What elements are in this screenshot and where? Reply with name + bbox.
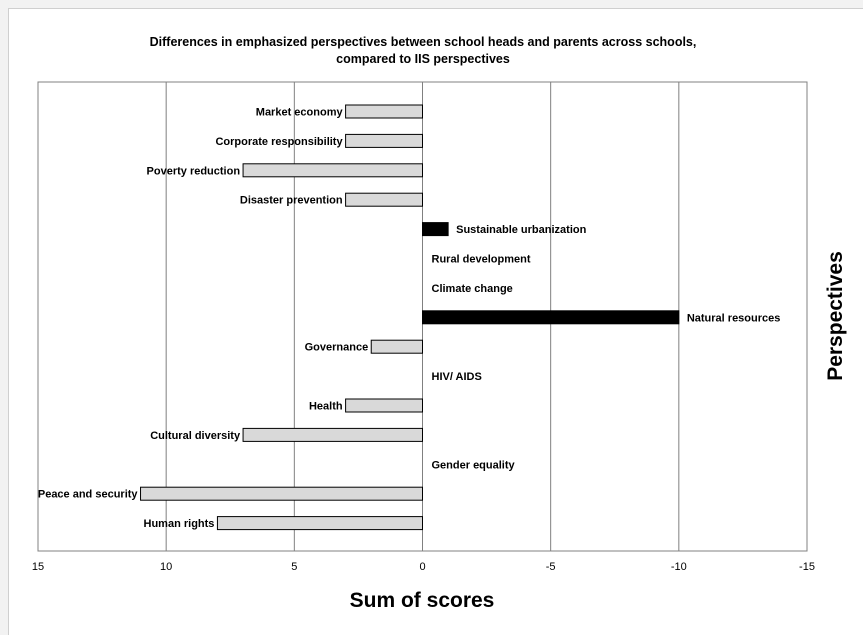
x-tick-labels: 15 10 5 0 -5 -10 -15 xyxy=(32,561,815,573)
category-label: Health xyxy=(309,401,343,413)
bars xyxy=(140,104,680,531)
y-axis-title: Perspectives xyxy=(824,251,847,381)
x-tick-label: 10 xyxy=(160,561,172,573)
x-tick-label: -5 xyxy=(546,561,556,573)
category-labels: Market economy Corporate responsibility Po… xyxy=(38,107,781,531)
bar xyxy=(422,222,449,237)
x-tick-label: -15 xyxy=(799,561,815,573)
category-label: Peace and security xyxy=(38,489,139,501)
category-label: Gender equality xyxy=(432,459,516,471)
bar xyxy=(345,192,424,207)
category-label: Natural resources xyxy=(687,312,781,324)
category-label: Climate change xyxy=(432,283,513,295)
x-axis-title: Sum of scores xyxy=(350,589,495,612)
category-label: HIV/ AIDS xyxy=(432,371,482,383)
category-label: Poverty reduction xyxy=(147,165,241,177)
chart-title-line-1: Differences in emphasized perspectives b… xyxy=(150,35,697,49)
bar xyxy=(242,163,423,178)
x-tick-label: 5 xyxy=(291,561,297,573)
bar xyxy=(345,133,424,148)
category-label: Governance xyxy=(305,342,369,354)
bar xyxy=(345,104,424,119)
x-tick-label: -10 xyxy=(671,561,687,573)
bar xyxy=(422,310,680,325)
category-label: Corporate responsibility xyxy=(215,136,343,148)
bar xyxy=(140,486,424,501)
bar xyxy=(370,339,424,354)
category-label: Cultural diversity xyxy=(150,430,241,442)
bar xyxy=(242,427,423,442)
category-label: Sustainable urbanization xyxy=(456,224,586,236)
category-label: Market economy xyxy=(256,107,344,119)
category-label: Human rights xyxy=(144,518,215,530)
category-label: Rural development xyxy=(432,254,531,266)
bar xyxy=(345,398,424,413)
bar xyxy=(216,516,423,531)
chart-title-line-2: compared to IIS perspectives xyxy=(336,52,510,66)
x-tick-label: 15 xyxy=(32,561,44,573)
category-label: Disaster prevention xyxy=(240,195,343,207)
x-tick-label: 0 xyxy=(419,561,425,573)
